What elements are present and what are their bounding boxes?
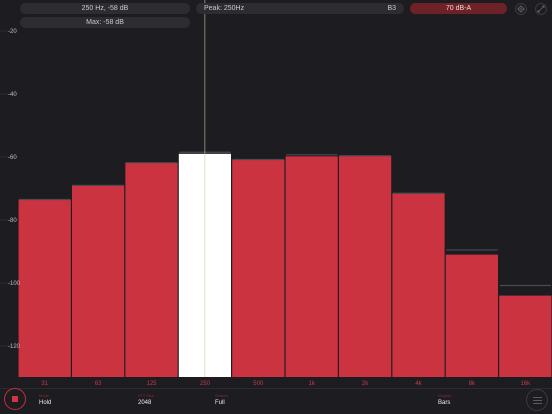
screen-value: Full: [215, 400, 225, 406]
spectrum-bar[interactable]: [499, 295, 552, 377]
spectrum-bar[interactable]: [125, 162, 178, 377]
menu-button[interactable]: [526, 389, 548, 411]
expand-icon: [537, 5, 545, 13]
hamburger-menu-icon: [533, 397, 542, 404]
y-tick-label: -20: [8, 29, 17, 35]
screen-setting[interactable]: Screen Full: [215, 393, 228, 407]
fft-size-setting[interactable]: FFT Size 2048: [138, 393, 154, 407]
x-tick-label: 125: [146, 381, 157, 387]
spectrum-bar[interactable]: [232, 159, 285, 377]
x-tick-label: 2k: [362, 381, 369, 387]
x-tick-label: 63: [95, 381, 102, 387]
toolbar-divider: [0, 388, 552, 389]
mode-caption: Mode: [39, 393, 50, 398]
spectrum-bar[interactable]: [72, 185, 125, 377]
display-value: Bars: [438, 400, 451, 406]
display-setting[interactable]: Display Bars: [438, 393, 451, 407]
stop-button[interactable]: [4, 388, 26, 410]
y-tick-label: -100: [8, 281, 21, 287]
peak-note-label: B3: [387, 5, 396, 12]
x-tick-label: 500: [253, 381, 264, 387]
x-tick-label: 31: [41, 381, 48, 387]
crosshair-button[interactable]: [515, 3, 527, 15]
sound-level-badge[interactable]: 70 dB-A: [410, 3, 507, 14]
spectrum-bar[interactable]: [285, 156, 338, 377]
peak-frequency-label: Peak: 250Hz: [204, 5, 245, 12]
mode-value: Hold: [39, 400, 52, 406]
screen-caption: Screen: [215, 393, 228, 398]
x-tick-label: 4k: [415, 381, 422, 387]
max-readout: Max: -58 dB: [20, 17, 190, 28]
y-tick-label: -80: [8, 218, 17, 224]
fft-size-caption: FFT Size: [138, 393, 155, 398]
peak-readout: Peak: 250Hz B3: [196, 3, 404, 14]
spectrum-bar[interactable]: [392, 193, 445, 377]
crosshair-icon: [517, 5, 525, 13]
x-tick-label: 16k: [520, 381, 531, 387]
x-tick-label: 250: [200, 381, 211, 387]
display-caption: Display: [438, 393, 452, 398]
stop-icon: [12, 396, 18, 402]
y-tick-label: -40: [8, 92, 17, 98]
spectrum-bar[interactable]: [445, 254, 498, 377]
spectrum-bar[interactable]: [339, 155, 392, 377]
y-tick-label: -60: [8, 155, 17, 161]
x-tick-label: 8k: [469, 381, 476, 387]
hover-readout: 250 Hz, -58 dB: [20, 3, 190, 14]
fft-size-value: 2048: [138, 400, 152, 406]
x-tick-label: 1k: [309, 381, 316, 387]
spectrum-bar[interactable]: [18, 199, 71, 377]
mode-setting[interactable]: Mode Hold: [39, 393, 51, 407]
spectrum-plot[interactable]: -20 -40 -60 -80 -100 -120 31 63 125 250 500 1k 2k 4k…: [0, 0, 552, 388]
y-tick-label: -120: [8, 344, 21, 350]
bottom-toolbar: [0, 388, 552, 414]
expand-button[interactable]: [535, 3, 547, 15]
